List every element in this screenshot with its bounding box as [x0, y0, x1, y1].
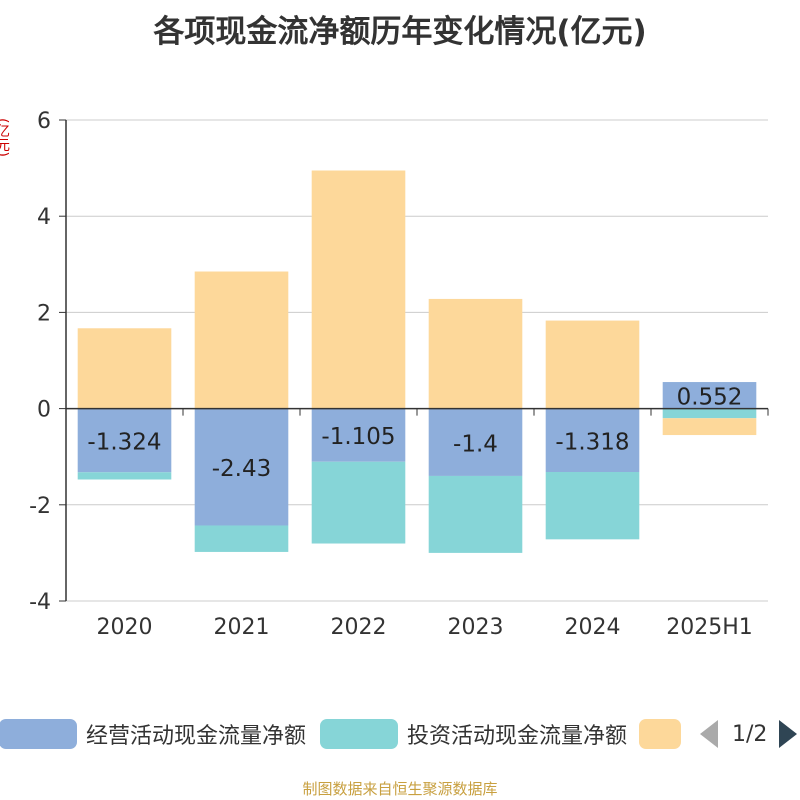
x-tick-label: 2022	[331, 615, 387, 640]
data-label: -2.43	[212, 456, 272, 482]
bar-investing	[428, 475, 523, 553]
x-tick-label: 2021	[214, 615, 270, 640]
legend-prev-arrow-icon[interactable]	[700, 720, 718, 748]
x-tick-label: 2023	[448, 615, 504, 640]
bar-operating	[311, 408, 406, 462]
data-label: -1.105	[321, 424, 395, 450]
y-tick-label: 2	[37, 301, 51, 326]
legend-swatch-operating	[0, 719, 77, 749]
bar-financing	[194, 271, 289, 409]
bar-financing	[662, 418, 757, 436]
legend-pager: 1/2	[700, 716, 798, 752]
y-axis-unit: (亿元)	[0, 118, 10, 157]
bar-investing	[311, 461, 406, 544]
legend-item-operating[interactable]: 经营活动现金流量净额	[0, 716, 306, 752]
bar-investing	[194, 525, 289, 552]
x-tick-label: 2025H1	[666, 615, 753, 640]
chart-title: 各项现金流净额历年变化情况(亿元)	[153, 14, 647, 50]
bar-operating	[662, 382, 757, 409]
y-tick-label: 4	[37, 205, 51, 230]
data-label: -1.4	[453, 431, 498, 457]
bar-financing	[545, 320, 640, 409]
y-tick-label: -2	[29, 494, 51, 519]
legend-swatch-financing	[639, 719, 681, 749]
chart-plot: -4 -2 0 2 4 6 -1.324 -2.43 -1.105 -1.4 -1.318 0.552…	[29, 109, 769, 640]
bar-operating	[194, 408, 289, 526]
bar-operating	[545, 408, 640, 472]
bar-operating	[77, 408, 172, 473]
data-label: -1.324	[87, 429, 161, 455]
data-label: -1.318	[555, 429, 629, 455]
bar-financing	[311, 170, 406, 409]
bar-financing	[77, 328, 172, 409]
legend-item-financing[interactable]	[639, 716, 690, 752]
legend-item-investing[interactable]: 投资活动现金流量净额	[320, 716, 627, 752]
data-label: 0.552	[677, 384, 743, 410]
bar-financing	[428, 298, 523, 409]
legend-swatch-investing	[320, 719, 398, 749]
bar-investing	[662, 408, 757, 419]
legend-page-indicator: 1/2	[732, 721, 768, 747]
bar-investing	[77, 472, 172, 480]
legend-next-arrow-icon[interactable]	[779, 720, 798, 748]
x-tick-label: 2020	[97, 615, 153, 640]
source-note: 制图数据来自恒生聚源数据库	[302, 780, 498, 798]
bar-investing	[545, 471, 640, 540]
y-tick-label: 0	[37, 398, 51, 423]
y-tick-label: 6	[37, 109, 51, 134]
legend-label-operating: 经营活动现金流量净额	[86, 724, 307, 749]
bar-operating	[428, 408, 523, 476]
x-tick-label: 2024	[565, 615, 621, 640]
y-tick-label: -4	[29, 590, 51, 615]
legend-label-investing: 投资活动现金流量净额	[407, 724, 628, 749]
